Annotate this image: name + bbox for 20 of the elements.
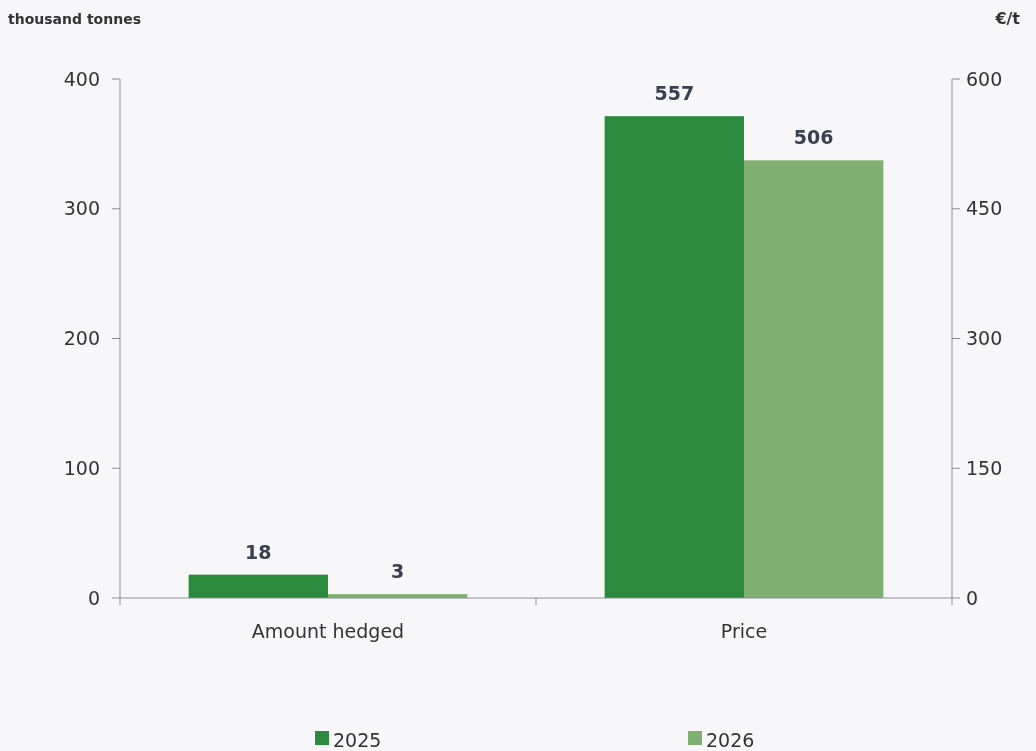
y-tick-label: 300 bbox=[63, 197, 100, 220]
data-label: 506 bbox=[793, 126, 834, 149]
y-tick-label: 200 bbox=[63, 327, 100, 350]
data-label: 3 bbox=[391, 560, 405, 583]
legend-label: 2026 bbox=[706, 728, 755, 751]
y2-tick-label: 0 bbox=[966, 586, 979, 609]
y2-tick-label: 150 bbox=[966, 456, 1003, 479]
y2-tick-label: 450 bbox=[966, 197, 1003, 220]
y-tick-label: 400 bbox=[63, 67, 100, 90]
data-label: 18 bbox=[245, 540, 272, 563]
x-tick-label: Price bbox=[720, 620, 768, 642]
y-tick-label: 0 bbox=[87, 586, 100, 609]
data-label: 557 bbox=[654, 82, 695, 105]
y-axis-title: thousand tonnes bbox=[8, 11, 141, 27]
legend-label: 2025 bbox=[333, 728, 382, 751]
y2-tick-label: 600 bbox=[966, 67, 1003, 90]
y-tick-label: 100 bbox=[63, 456, 100, 479]
x-tick-label: Amount hedged bbox=[251, 620, 405, 642]
y2-axis-title: €/t bbox=[994, 9, 1021, 28]
y2-tick-label: 300 bbox=[966, 327, 1003, 350]
